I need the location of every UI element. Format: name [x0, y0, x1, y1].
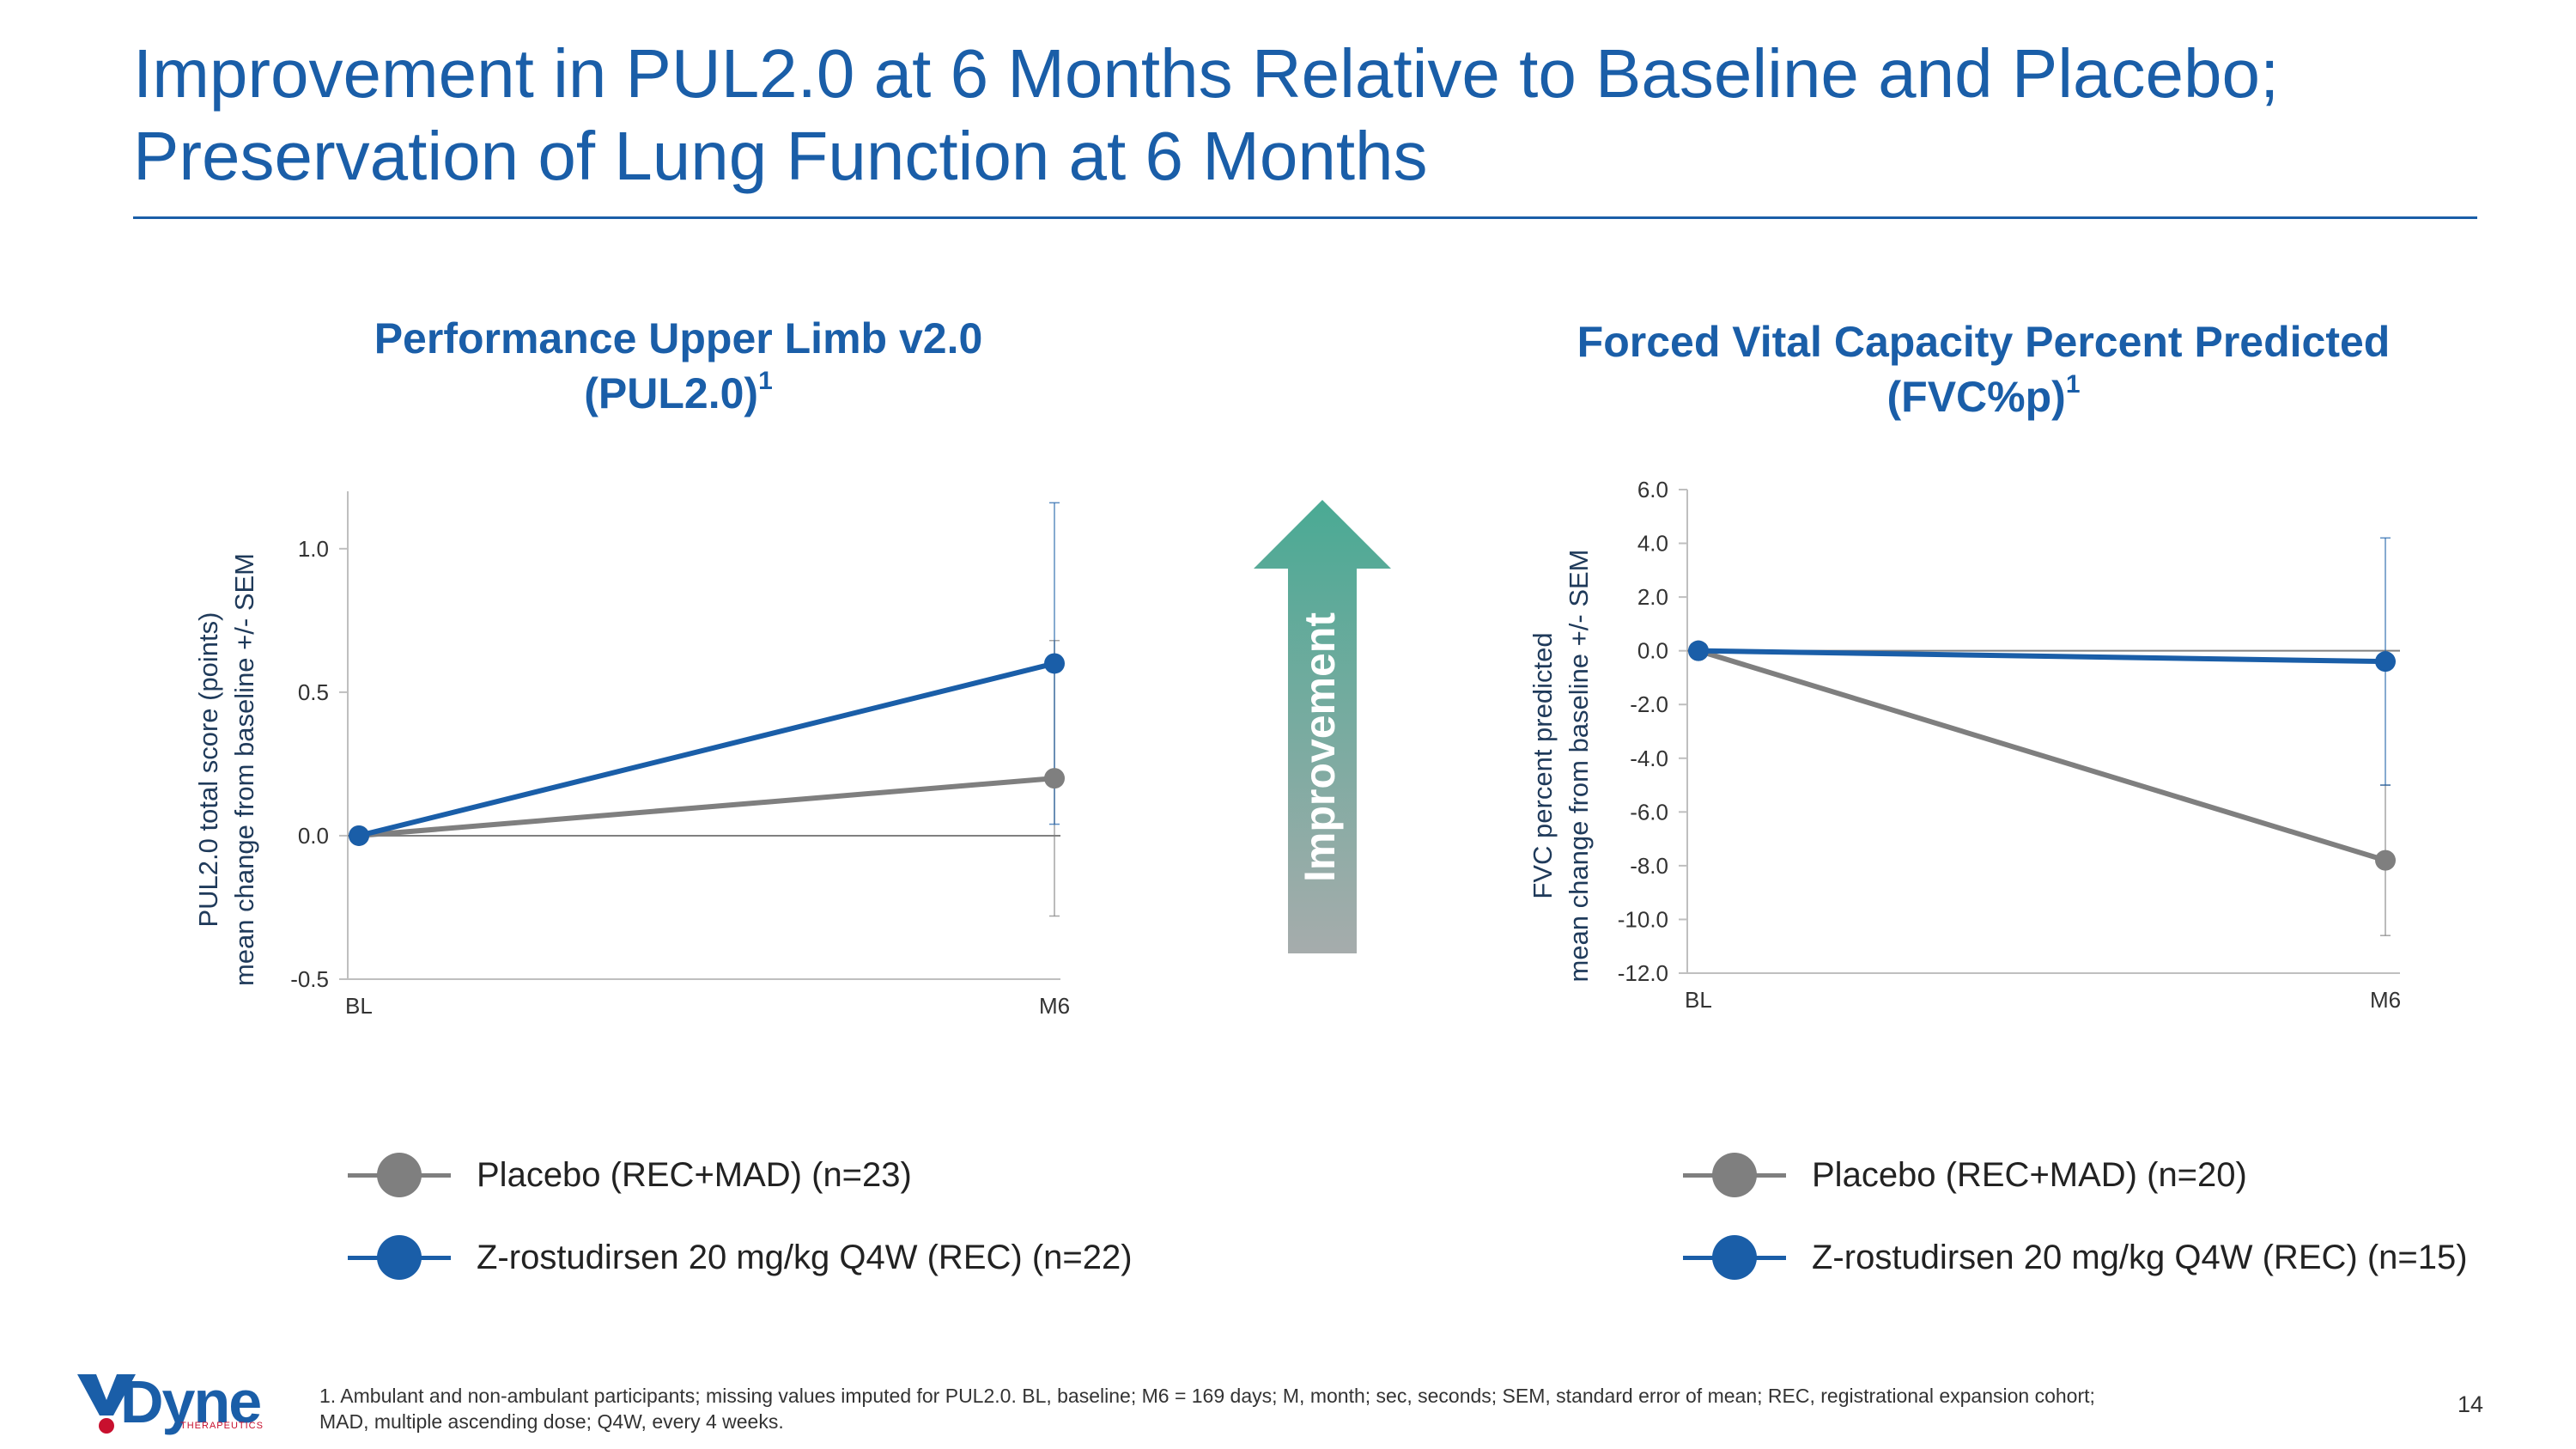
pul-y-tick-label: 1.0: [298, 536, 329, 562]
pul-y-tick-label: 0.5: [298, 679, 329, 705]
pul-x-tick-label: BL: [345, 993, 373, 1019]
footnote: 1. Ambulant and non-ambulant participant…: [319, 1383, 2294, 1434]
improvement-label: Improvement: [1296, 612, 1344, 882]
pul-point-1: [349, 825, 369, 846]
fvc-x-tick-label: BL: [1685, 987, 1712, 1013]
legend-swatch-placebo: [1683, 1151, 1786, 1199]
fvc-x-tick-label: M6: [2370, 987, 2401, 1013]
dyne-logo-icon: [77, 1374, 136, 1434]
logo-name: Dyne: [120, 1368, 262, 1435]
page-title: Improvement in PUL2.0 at 6 Months Relati…: [133, 35, 2280, 194]
legend-item-placebo: Placebo (REC+MAD) (n=20): [1683, 1151, 2468, 1199]
legend-swatch-placebo: [348, 1151, 451, 1199]
chart2-title-main: Forced Vital Capacity Percent Predicted: [1577, 318, 2391, 366]
fvc-point-1: [1688, 640, 1709, 661]
pul-x-tick-label: M6: [1039, 993, 1070, 1019]
pul-point-1: [1044, 653, 1065, 674]
fvc-series-line-1: [1698, 648, 2386, 665]
chart1-title-sup: 1: [758, 367, 773, 395]
legend-label-treatment: Z-rostudirsen 20 mg/kg Q4W (REC) (n=22): [477, 1238, 1133, 1276]
pul-ylabel-line1: PUL2.0 total score (points): [193, 612, 223, 927]
chart1-title: Performance Upper Limb v2.0 (PUL2.0)1: [283, 311, 1073, 421]
legend-swatch-treatment: [1683, 1233, 1786, 1282]
chart1-title-sub-wrap: (PUL2.0)1: [283, 366, 1073, 421]
fvc-point-1: [2375, 651, 2396, 673]
fvc-y-tick-label: -10.0: [1618, 906, 1668, 932]
chart2-title: Forced Vital Capacity Percent Predicted …: [1511, 314, 2456, 424]
pul-y-tick-label: 0.0: [298, 823, 329, 849]
chart1-title-sub: (PUL2.0): [584, 369, 759, 417]
improvement-arrow: [1254, 500, 1391, 953]
pul-series-line-1: [358, 661, 1055, 838]
legend-label-placebo: Placebo (REC+MAD) (n=23): [477, 1155, 912, 1194]
title-divider: [133, 216, 2477, 219]
fvc-y-tick-label: 4.0: [1637, 531, 1668, 557]
pul-point-0: [1044, 768, 1065, 789]
chart1-title-main: Performance Upper Limb v2.0: [374, 314, 983, 362]
pul-series-line-0: [358, 776, 1055, 838]
pul-y-tick-label: -0.5: [290, 966, 329, 992]
legend-swatch-treatment: [348, 1233, 451, 1282]
fvc-y-tick-label: 6.0: [1637, 477, 1668, 502]
fvc-point-0: [2375, 849, 2396, 871]
page-number: 14: [2458, 1391, 2484, 1417]
fvc-y-tick-label: 2.0: [1637, 584, 1668, 610]
chart1-legend: Placebo (REC+MAD) (n=23) Z-rostudirsen 2…: [348, 1151, 1133, 1316]
fvc-ylabel-line1: FVC percent predicted: [1528, 632, 1558, 898]
legend-item-treatment: Z-rostudirsen 20 mg/kg Q4W (REC) (n=15): [1683, 1233, 2468, 1282]
chart2-title-sup: 1: [2065, 370, 2081, 399]
fvc-ylabel-line2: mean change from baseline +/- SEM: [1564, 549, 1594, 982]
fvc-series-line-0: [1698, 648, 2386, 863]
chart2-title-sub: (FVC%p): [1886, 373, 2066, 421]
fvc-y-tick-label: -2.0: [1630, 691, 1668, 717]
legend-label-placebo: Placebo (REC+MAD) (n=20): [1812, 1155, 2247, 1194]
pul-ylabel-line2: mean change from baseline +/- SEM: [229, 553, 259, 986]
legend-item-placebo: Placebo (REC+MAD) (n=23): [348, 1151, 1133, 1199]
footnote-line-2: MAD, multiple ascending dose; Q4W, every…: [319, 1410, 784, 1433]
legend-item-treatment: Z-rostudirsen 20 mg/kg Q4W (REC) (n=22): [348, 1233, 1133, 1282]
chart2-title-sub-wrap: (FVC%p)1: [1511, 369, 2456, 424]
chart2-legend: Placebo (REC+MAD) (n=20) Z-rostudirsen 2…: [1683, 1151, 2468, 1316]
fvc-y-tick-label: -4.0: [1630, 746, 1668, 771]
footnote-line-1: 1. Ambulant and non-ambulant participant…: [319, 1385, 2095, 1407]
fvc-y-tick-label: -8.0: [1630, 853, 1668, 879]
fvc-y-tick-label: -12.0: [1618, 960, 1668, 986]
fvc-y-tick-label: -6.0: [1630, 799, 1668, 825]
legend-label-treatment: Z-rostudirsen 20 mg/kg Q4W (REC) (n=15): [1812, 1238, 2468, 1276]
logo-subtitle: THERAPEUTICS: [180, 1421, 264, 1431]
fvc-y-tick-label: 0.0: [1637, 638, 1668, 664]
